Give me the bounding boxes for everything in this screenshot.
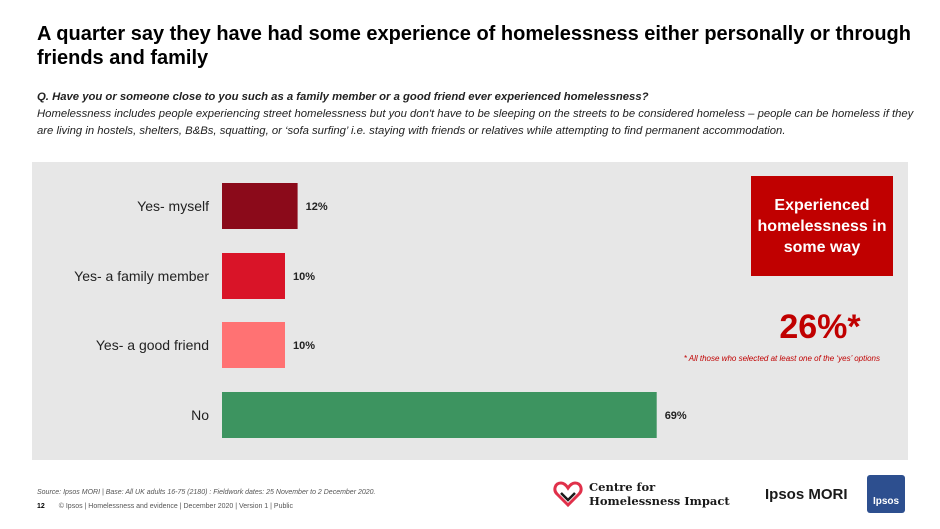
value-label-2: 10% [293, 340, 315, 352]
chi-logo: Centre for Homelessness Impact [553, 480, 730, 508]
category-label-2: Yes- a good friend [96, 337, 209, 353]
category-label-0: Yes- myself [137, 198, 209, 214]
bar-3 [222, 392, 657, 438]
callout-footnote: * All those who selected at least one of… [683, 354, 880, 363]
page-number: 12 [37, 503, 45, 510]
question-text: Q. Have you or someone close to you such… [37, 89, 917, 140]
source-note: Source: Ipsos MORI | Base: All UK adults… [37, 489, 376, 496]
ipsos-mori-logo: Ipsos MORI [765, 486, 848, 503]
category-label-3: No [191, 407, 209, 423]
ipsos-badge-text: Ipsos [872, 496, 900, 507]
footer: 12 © Ipsos | Homelessness and evidence |… [37, 503, 293, 510]
value-label-1: 10% [293, 271, 315, 283]
question-body: Homelessness includes people experiencin… [37, 108, 914, 137]
question-label: Q. Have you or someone close to you such… [37, 91, 649, 103]
chi-line1: Centre for [589, 480, 656, 494]
value-label-0: 12% [306, 201, 328, 213]
category-label-1: Yes- a family member [74, 268, 209, 284]
bar-2 [222, 322, 285, 368]
ipsos-badge-logo: Ipsos [867, 475, 905, 513]
chi-line2: Homelessness Impact [589, 494, 730, 508]
footer-text: © Ipsos | Homelessness and evidence | De… [58, 503, 293, 510]
heart-icon [553, 481, 583, 508]
value-label-3: 69% [665, 410, 687, 422]
callout-value: 26%* [779, 308, 861, 346]
bar-0 [222, 183, 298, 229]
callout-box: Experienced homelessness in some way [751, 176, 893, 276]
page-title: A quarter say they have had some experie… [37, 23, 911, 69]
bar-1 [222, 253, 285, 299]
